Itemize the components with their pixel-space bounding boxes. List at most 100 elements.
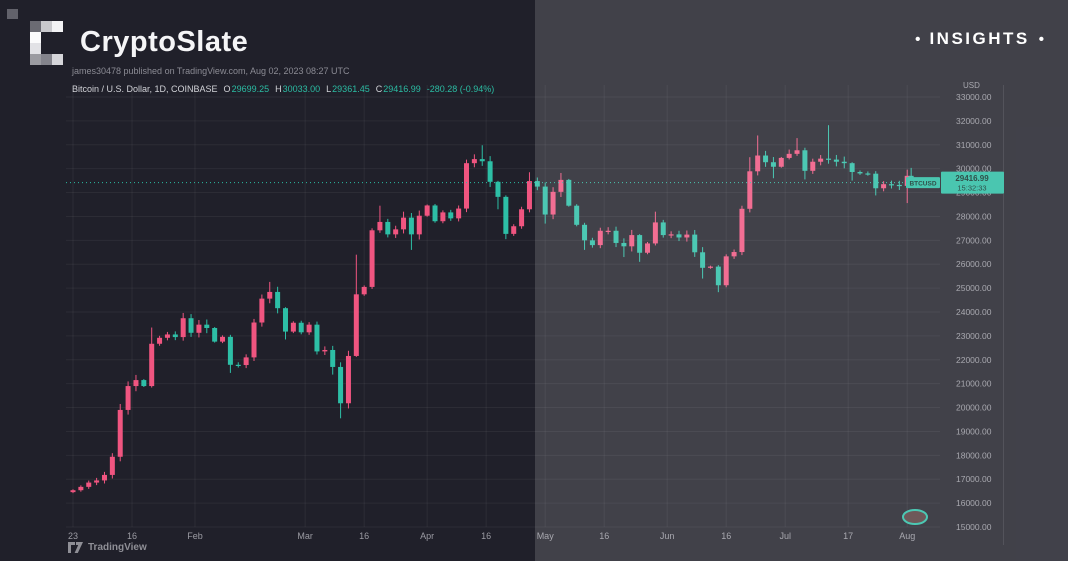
candle xyxy=(117,403,123,462)
price-tick-label: 20000.00 xyxy=(956,403,992,413)
candle xyxy=(873,171,879,196)
candle xyxy=(881,181,887,192)
candle xyxy=(385,218,391,238)
time-scale[interactable] xyxy=(66,528,940,548)
candle xyxy=(700,247,706,279)
candle xyxy=(353,254,359,357)
candle xyxy=(739,205,745,256)
candle xyxy=(149,327,155,388)
time-tick-label: 16 xyxy=(481,531,491,541)
candle xyxy=(440,210,446,224)
candle xyxy=(408,213,414,250)
candle xyxy=(275,286,281,314)
candle xyxy=(692,229,698,257)
price-tick-label: 31000.00 xyxy=(956,140,992,150)
candle xyxy=(282,307,288,340)
candle xyxy=(542,182,548,224)
cryptoslate-logo-icon xyxy=(30,21,63,65)
candle xyxy=(684,230,690,242)
candle xyxy=(763,150,769,167)
price-tick-label: 28000.00 xyxy=(956,211,992,221)
candle xyxy=(401,211,407,234)
candle xyxy=(794,138,800,156)
candle xyxy=(251,318,257,361)
price-tick-label: 15000.00 xyxy=(956,522,992,532)
candle xyxy=(141,379,147,388)
logo-pixel xyxy=(52,21,63,32)
candle xyxy=(125,381,131,415)
time-tick-label: Mar xyxy=(297,531,313,541)
candle xyxy=(369,228,375,289)
candle xyxy=(818,155,824,166)
price-tick-label: 26000.00 xyxy=(956,259,992,269)
price-tick-label: 25000.00 xyxy=(956,283,992,293)
bullet-icon: • xyxy=(1038,30,1044,48)
brand-title: CryptoSlate xyxy=(80,26,249,58)
candle xyxy=(314,321,320,355)
candle xyxy=(471,154,477,168)
candle xyxy=(707,265,713,269)
candle xyxy=(511,224,517,236)
candle xyxy=(109,453,115,479)
candle xyxy=(220,335,226,344)
price-tick-label: 22000.00 xyxy=(956,355,992,365)
candle xyxy=(786,149,792,160)
candle xyxy=(778,156,784,168)
candle xyxy=(519,206,525,229)
candle xyxy=(582,222,588,250)
candle xyxy=(668,231,674,239)
tradingview-link[interactable]: TradingView xyxy=(68,542,147,553)
candles xyxy=(70,125,914,494)
watermark-icon xyxy=(902,509,928,525)
logo-pixel xyxy=(30,54,41,65)
candle xyxy=(188,314,194,337)
candle xyxy=(605,227,611,235)
candle xyxy=(534,177,540,191)
price-tick-label: 23000.00 xyxy=(956,331,992,341)
price-tick-label: 19000.00 xyxy=(956,426,992,436)
time-tick-label: Apr xyxy=(420,531,434,541)
insights-text: INSIGHTS xyxy=(929,29,1030,48)
candle xyxy=(416,210,422,240)
chart-legend: Bitcoin / U.S. Dollar, 1D, COINBASE O 29… xyxy=(72,84,494,94)
candle xyxy=(857,170,863,175)
time-tick-label: 16 xyxy=(359,531,369,541)
candle xyxy=(810,158,816,174)
candle xyxy=(755,135,761,176)
candle xyxy=(164,331,170,341)
candle xyxy=(464,159,469,213)
candle xyxy=(550,187,556,220)
logo-pixel xyxy=(52,43,63,54)
candle xyxy=(180,312,186,341)
logo-pixel xyxy=(30,43,41,54)
legend-symbol[interactable]: Bitcoin / U.S. Dollar, 1D, COINBASE xyxy=(72,84,218,94)
candle xyxy=(322,346,328,356)
attribution[interactable]: james30478 published on TradingView.com,… xyxy=(72,66,350,76)
candle xyxy=(558,172,564,197)
candle xyxy=(157,335,163,346)
candle xyxy=(298,320,304,335)
time-tick-label: 16 xyxy=(599,531,609,541)
candle xyxy=(432,203,438,223)
candle xyxy=(849,162,855,181)
candle xyxy=(393,225,399,238)
price-scale[interactable] xyxy=(940,85,1004,527)
candle xyxy=(235,362,241,368)
candle xyxy=(865,171,871,176)
candle xyxy=(267,281,273,304)
candle xyxy=(841,156,847,169)
price-tick-label: 27000.00 xyxy=(956,235,992,245)
candle xyxy=(613,226,619,248)
chart-plot-area[interactable] xyxy=(66,85,940,527)
last-price-label: 29416.9915:32:33 xyxy=(941,171,1004,194)
logo-pixel xyxy=(52,54,63,65)
candle xyxy=(338,362,344,419)
candle xyxy=(212,327,218,343)
tradingview-logo-icon xyxy=(68,542,83,553)
candle xyxy=(345,350,351,409)
tradingview-label: TradingView xyxy=(88,542,147,553)
candle xyxy=(424,204,430,217)
time-tick-label: May xyxy=(537,531,555,541)
candle xyxy=(361,285,367,296)
